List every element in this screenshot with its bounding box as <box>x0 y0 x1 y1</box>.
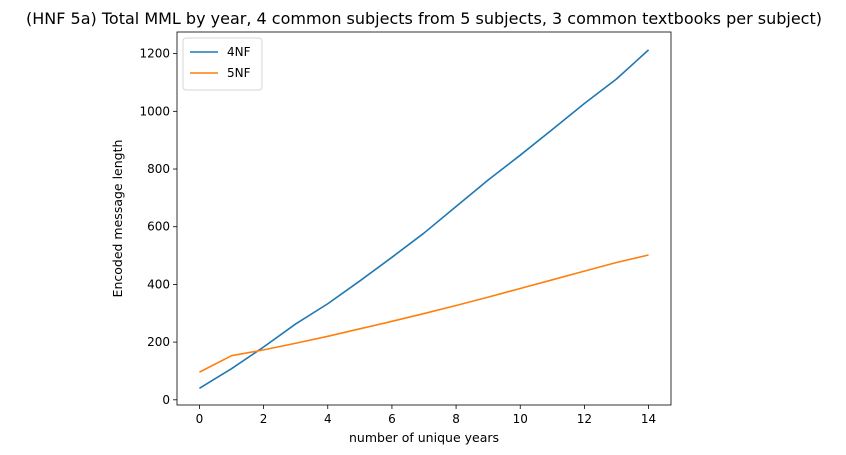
x-tick-label: 2 <box>260 412 268 426</box>
y-tick-label: 1000 <box>139 104 170 118</box>
y-tick-label: 600 <box>147 220 170 234</box>
x-tick-label: 4 <box>324 412 332 426</box>
legend-box <box>182 37 263 91</box>
x-tick-label: 8 <box>452 412 460 426</box>
x-tick-label: 0 <box>196 412 204 426</box>
series-line-4nf <box>199 49 650 389</box>
legend: 4NF 5NF <box>182 37 263 91</box>
y-tick-label: 0 <box>162 393 170 407</box>
x-axis-label: number of unique years <box>349 430 499 445</box>
y-tick-label: 1200 <box>139 47 170 61</box>
y-axis-label: Encoded message length <box>110 140 125 298</box>
x-axis-ticks: 0 2 4 6 8 10 12 14 <box>196 405 656 426</box>
plot-frame <box>176 31 672 406</box>
x-tick-label: 10 <box>513 412 528 426</box>
x-tick-label: 12 <box>577 412 592 426</box>
y-tick-label: 200 <box>147 335 170 349</box>
chart-title: (HNF 5a) Total MML by year, 4 common sub… <box>26 9 822 28</box>
legend-label: 5NF <box>227 66 251 80</box>
y-tick-label: 400 <box>147 277 170 291</box>
x-tick-label: 6 <box>388 412 396 426</box>
y-tick-label: 800 <box>147 162 170 176</box>
series-lines <box>199 49 650 389</box>
series-line-5nf <box>199 254 649 373</box>
legend-label: 4NF <box>227 45 251 59</box>
y-axis-ticks: 0 200 400 600 800 1000 1200 <box>139 47 177 407</box>
x-tick-label: 14 <box>641 412 656 426</box>
